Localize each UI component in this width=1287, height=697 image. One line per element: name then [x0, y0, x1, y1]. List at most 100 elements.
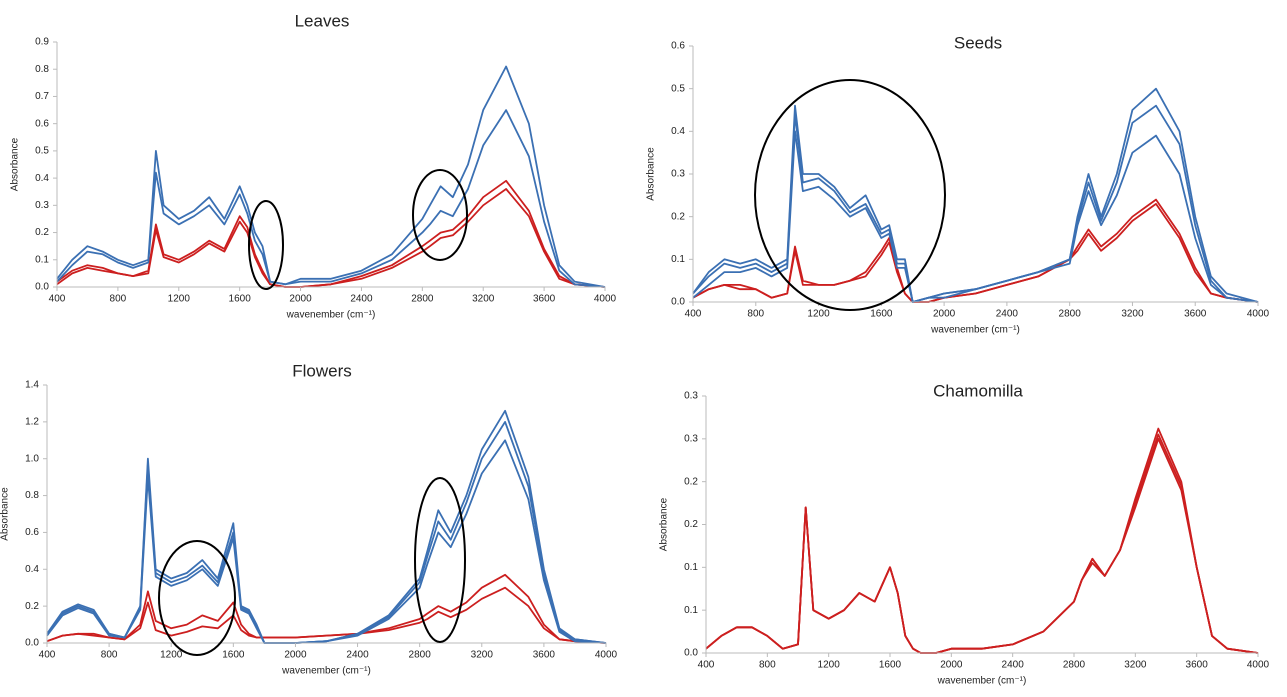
y-axis-label: Absorbance: [659, 497, 670, 551]
y-tick-label: 0.1: [35, 254, 49, 265]
x-tick-label: 1200: [807, 309, 830, 320]
y-tick-label: 1.4: [25, 380, 39, 391]
x-tick-label: 4000: [1247, 309, 1270, 320]
x-tick-label: 4000: [595, 650, 618, 661]
x-tick-label: 2800: [409, 650, 432, 661]
spectrum-line: [692, 130, 1259, 303]
x-tick-label: 2400: [996, 309, 1019, 320]
x-tick-label: 800: [747, 309, 764, 320]
y-tick-label: 0.7: [35, 91, 49, 102]
highlight-ellipse: [414, 477, 466, 643]
x-tick-label: 4000: [1247, 660, 1270, 671]
x-tick-label: 2000: [284, 650, 307, 661]
spectrum-line: [705, 427, 1259, 654]
y-tick-label: 0.2: [25, 601, 39, 612]
x-tick-label: 2800: [1059, 309, 1082, 320]
y-tick-label: 0.2: [35, 227, 49, 238]
x-tick-label: 800: [759, 660, 776, 671]
y-tick-label: 0.2: [684, 476, 698, 487]
x-tick-label: 2400: [350, 294, 373, 305]
y-tick-label: 0.1: [684, 562, 698, 573]
x-tick-label: 2800: [1063, 660, 1086, 671]
y-tick-label: 0.0: [684, 648, 698, 659]
x-axis-label: wavenember (cm⁻¹): [930, 325, 1020, 336]
highlight-ellipse: [754, 79, 946, 311]
y-tick-label: 0.4: [35, 173, 49, 184]
y-tick-label: 0.6: [25, 527, 39, 538]
y-tick-label: 0.6: [35, 118, 49, 129]
x-tick-label: 2000: [289, 294, 312, 305]
x-axis-label: wavenember (cm⁻¹): [286, 310, 376, 321]
highlight-ellipse: [158, 540, 236, 656]
y-tick-label: 0.4: [671, 126, 685, 137]
y-tick-label: 0.3: [35, 200, 49, 211]
y-tick-label: 0.6: [671, 41, 685, 52]
y-tick-label: 0.3: [684, 391, 698, 402]
x-tick-label: 1200: [168, 294, 191, 305]
chart-title: Seeds: [954, 33, 1002, 52]
spectrum-line: [46, 421, 607, 644]
y-tick-label: 0.8: [35, 64, 49, 75]
x-tick-label: 4000: [594, 294, 617, 305]
y-axis-label: Absorbance: [646, 147, 657, 201]
y-tick-label: 0.8: [25, 490, 39, 501]
x-tick-label: 400: [685, 309, 702, 320]
y-tick-label: 0.9: [35, 37, 49, 48]
y-tick-label: 0.2: [684, 519, 698, 530]
y-tick-label: 0.3: [671, 169, 685, 180]
x-tick-label: 3600: [533, 294, 556, 305]
chart-title: Leaves: [295, 11, 350, 30]
highlight-ellipse: [248, 200, 284, 290]
x-tick-label: 1600: [229, 294, 252, 305]
spectrum-line: [56, 179, 606, 288]
y-tick-label: 1.0: [25, 453, 39, 464]
x-tick-label: 3600: [1186, 660, 1209, 671]
x-tick-label: 2000: [933, 309, 956, 320]
y-axis-label: Absorbance: [10, 137, 21, 191]
x-tick-label: 2400: [1002, 660, 1025, 671]
y-tick-label: 0.3: [684, 433, 698, 444]
x-tick-label: 400: [698, 660, 715, 671]
chart-title: Chamomilla: [933, 381, 1023, 400]
x-tick-label: 1200: [818, 660, 841, 671]
y-tick-label: 0.4: [25, 564, 39, 575]
y-tick-label: 0.5: [35, 146, 49, 157]
spectrum-line: [46, 573, 607, 644]
spectrum-line: [692, 198, 1259, 303]
y-tick-label: 0.2: [671, 211, 685, 222]
x-tick-label: 3200: [1124, 660, 1147, 671]
spectrum-line: [46, 409, 607, 644]
y-tick-label: 1.2: [25, 416, 39, 427]
x-tick-label: 3600: [1184, 309, 1207, 320]
y-tick-label: 0.0: [35, 282, 49, 293]
x-tick-label: 800: [101, 650, 118, 661]
x-tick-label: 2400: [346, 650, 369, 661]
x-tick-label: 3200: [472, 294, 495, 305]
x-tick-label: 1600: [879, 660, 902, 671]
y-tick-label: 0.1: [671, 254, 685, 265]
x-tick-label: 1600: [222, 650, 245, 661]
x-tick-label: 2800: [411, 294, 434, 305]
x-tick-label: 1600: [870, 309, 893, 320]
x-tick-label: 800: [110, 294, 127, 305]
x-tick-label: 3200: [1121, 309, 1144, 320]
spectrum-line: [56, 65, 606, 288]
x-tick-label: 400: [49, 294, 66, 305]
x-tick-label: 400: [39, 650, 56, 661]
chart-title: Flowers: [292, 361, 352, 380]
x-tick-label: 3600: [533, 650, 556, 661]
x-axis-label: wavenember (cm⁻¹): [937, 676, 1027, 687]
y-tick-label: 0.0: [671, 297, 685, 308]
x-tick-label: 1200: [160, 650, 183, 661]
x-axis-label: wavenember (cm⁻¹): [281, 666, 371, 677]
highlight-ellipse: [412, 169, 468, 261]
y-tick-label: 0.1: [684, 605, 698, 616]
y-tick-label: 0.5: [671, 83, 685, 94]
spectrum-line: [56, 109, 606, 288]
y-axis-label: Absorbance: [0, 487, 11, 541]
spectrum-line: [692, 203, 1259, 303]
x-tick-label: 3200: [471, 650, 494, 661]
y-tick-label: 0.0: [25, 638, 39, 649]
x-tick-label: 2000: [940, 660, 963, 671]
